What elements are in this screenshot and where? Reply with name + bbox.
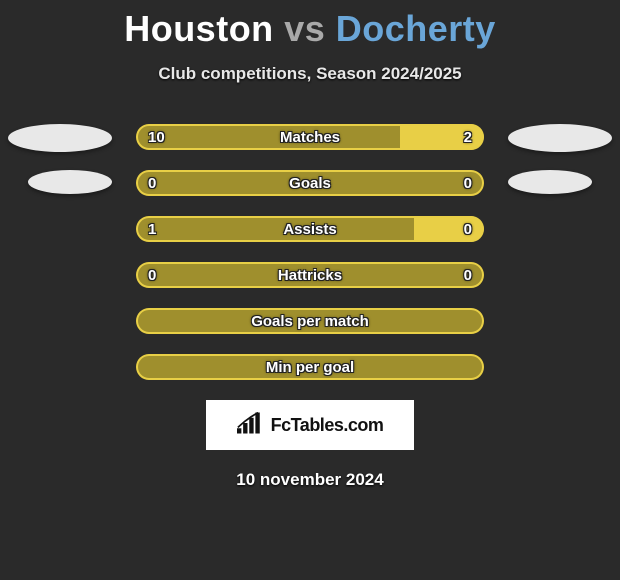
vs-text: vs [284,8,325,49]
comparison-chart: 102Matches 00Goals 10Assists 00Hattricks Goa… [0,124,620,380]
chart-icon [237,412,265,439]
stat-label: Hattricks [136,262,484,288]
player-badge-ellipse [508,124,612,152]
comparison-title: Houston vs Docherty [0,0,620,50]
player1-name: Houston [124,8,273,49]
stat-label: Goals per match [136,308,484,334]
player2-name: Docherty [336,8,496,49]
stat-row: Goals per match [136,308,484,334]
logo-text: FcTables.com [271,415,384,436]
stat-label: Goals [136,170,484,196]
player-badge-ellipse [8,124,112,152]
player-badge-ellipse [508,170,592,194]
stat-row: 10Assists [136,216,484,242]
stat-label: Min per goal [136,354,484,380]
logo-box: FcTables.com [206,400,414,450]
date-text: 10 november 2024 [0,470,620,490]
stat-row: 102Matches [136,124,484,150]
subtitle: Club competitions, Season 2024/2025 [0,64,620,84]
stat-row: 00Hattricks [136,262,484,288]
player-badge-ellipse [28,170,112,194]
stat-row: 00Goals [136,170,484,196]
stat-row: Min per goal [136,354,484,380]
stat-label: Assists [136,216,484,242]
stat-label: Matches [136,124,484,150]
